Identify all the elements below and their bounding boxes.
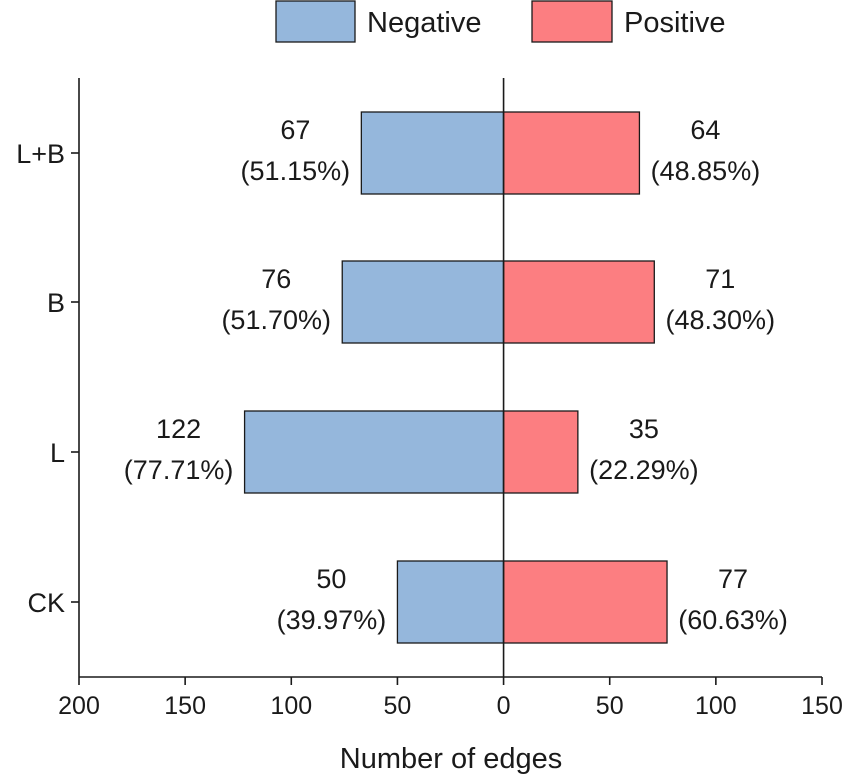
- x-tick-label: 50: [596, 692, 624, 720]
- data-label-negative-count: 67: [280, 115, 310, 145]
- data-label-positive-count: 77: [718, 564, 748, 594]
- bar-positive: [502, 111, 641, 195]
- legend-swatch-positive: [531, 0, 613, 43]
- y-tick-label: CK: [27, 588, 65, 618]
- y-tick-label: L+B: [16, 139, 65, 169]
- bar-negative: [396, 560, 505, 644]
- legend-label-positive: Positive: [624, 7, 726, 39]
- data-label-positive-count: 71: [705, 264, 735, 294]
- y-tick-label: B: [47, 288, 65, 318]
- bar-negative: [360, 111, 505, 195]
- data-label-positive-percent: (60.63%): [678, 605, 788, 635]
- bar-positive: [502, 410, 579, 494]
- x-tick-label: 100: [695, 692, 737, 720]
- legend-swatch-negative: [275, 0, 356, 43]
- data-label-positive-percent: (48.85%): [651, 156, 761, 186]
- bar-negative: [341, 260, 505, 344]
- x-tick-label: 150: [164, 692, 206, 720]
- plot-area: 67 (51.15%) 64 (48.85%) L+B 76 (51.70%) 71 (48.3…: [16, 78, 843, 720]
- data-label-positive-percent: (48.30%): [666, 305, 776, 335]
- bar-positive: [502, 560, 668, 644]
- x-tick-label: 200: [58, 692, 100, 720]
- x-tick-label: 150: [801, 692, 843, 720]
- data-label-negative-percent: (39.97%): [277, 605, 387, 635]
- data-label-negative-percent: (77.71%): [124, 455, 234, 485]
- data-label-positive-count: 64: [690, 115, 720, 145]
- data-label-negative-count: 76: [261, 264, 291, 294]
- data-label-negative-percent: (51.15%): [241, 156, 351, 186]
- data-label-negative-count: 50: [316, 564, 346, 594]
- x-axis-title: Number of edges: [340, 743, 562, 775]
- data-label-positive-count: 35: [629, 414, 659, 444]
- x-tick-label: 0: [497, 692, 511, 720]
- y-tick-label: L: [50, 438, 65, 468]
- bar-negative: [243, 410, 505, 494]
- x-tick-label: 100: [270, 692, 312, 720]
- data-label-positive-percent: (22.29%): [589, 455, 699, 485]
- data-label-negative-count: 122: [156, 414, 201, 444]
- bar-positive: [502, 260, 655, 344]
- data-label-negative-percent: (51.70%): [221, 305, 331, 335]
- legend-label-negative: Negative: [367, 7, 481, 39]
- legend: Negative Positive: [275, 0, 726, 43]
- x-tick-label: 50: [384, 692, 412, 720]
